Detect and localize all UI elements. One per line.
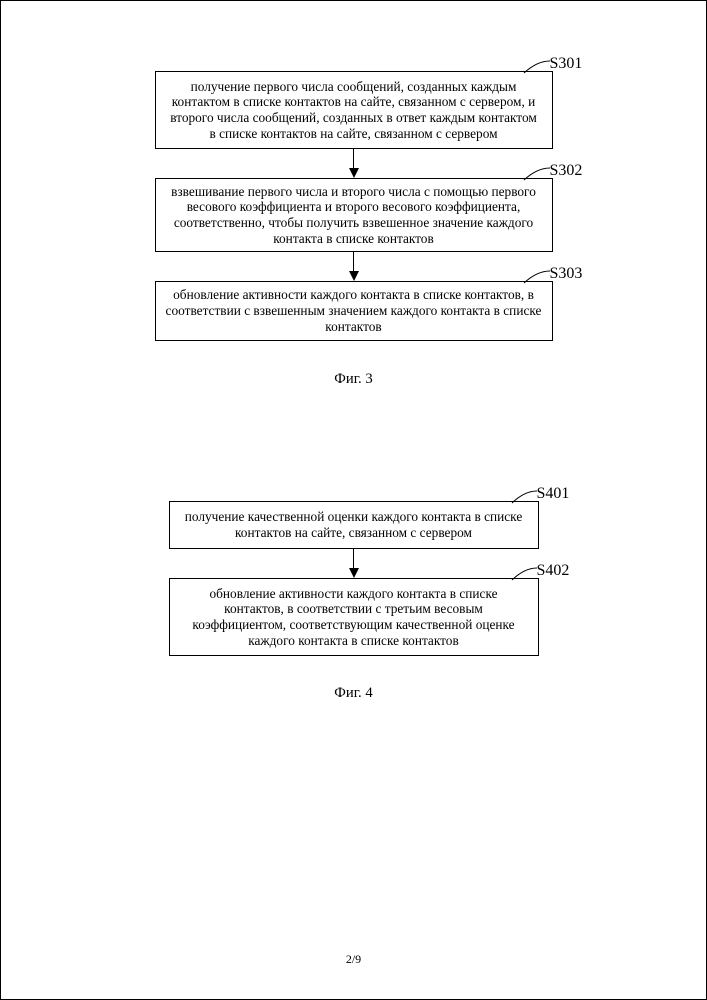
flow-step-text: получение качественной оценки каждого ко… <box>180 509 528 540</box>
flow-step: обновление активности каждого контакта в… <box>169 578 539 656</box>
flow-arrow <box>353 549 354 569</box>
figure-3-flowchart: получение первого числа сообщений, созда… <box>155 71 553 341</box>
figure-3-caption: Фиг. 3 <box>334 371 372 388</box>
flow-step-label: S302 <box>550 162 583 180</box>
flow-step: получение первого числа сообщений, созда… <box>155 71 553 149</box>
flow-arrow-head <box>349 568 359 578</box>
flow-step: обновление активности каждого контакта в… <box>155 281 553 341</box>
figure-4-caption: Фиг. 4 <box>334 685 372 702</box>
flow-step-text: обновление активности каждого контакта в… <box>166 287 542 334</box>
page-number: 2/9 <box>346 952 361 967</box>
flow-step-box: обновление активности каждого контакта в… <box>169 578 539 656</box>
flow-step-label: S401 <box>537 485 570 503</box>
flow-step-label: S303 <box>550 265 583 283</box>
flow-arrow-head <box>349 271 359 281</box>
flow-arrow <box>353 252 354 272</box>
flow-arrow-head <box>349 168 359 178</box>
flow-arrow <box>353 149 354 169</box>
flow-step-label: S301 <box>550 55 583 73</box>
flow-step-text: обновление активности каждого контакта в… <box>180 586 528 649</box>
flow-step: получение качественной оценки каждого ко… <box>169 501 539 549</box>
flow-step-text: взвешивание первого числа и второго числ… <box>166 184 542 247</box>
flow-step-box: получение качественной оценки каждого ко… <box>169 501 539 549</box>
flow-step-box: обновление активности каждого контакта в… <box>155 281 553 341</box>
flow-step-box: получение первого числа сообщений, созда… <box>155 71 553 149</box>
flow-step-text: получение первого числа сообщений, созда… <box>166 79 542 142</box>
flow-step-box: взвешивание первого числа и второго числ… <box>155 178 553 252</box>
page: получение первого числа сообщений, созда… <box>0 0 707 1000</box>
flow-step-label: S402 <box>537 562 570 580</box>
figure-4-flowchart: получение качественной оценки каждого ко… <box>169 501 539 656</box>
flow-step: взвешивание первого числа и второго числ… <box>155 178 553 252</box>
